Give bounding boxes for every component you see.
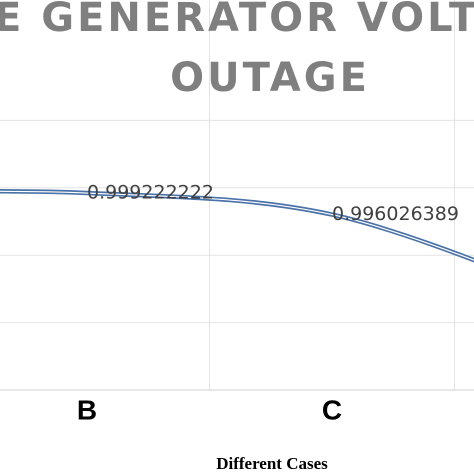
x-tick-label: C bbox=[322, 394, 342, 425]
series-line bbox=[0, 190, 474, 261]
chart-title: OUTAGE bbox=[170, 55, 370, 101]
grid bbox=[0, 0, 474, 391]
chart-title: E GENERATOR VOLT bbox=[0, 0, 474, 41]
plot: B C 0.999222222 0.996026389 bbox=[0, 182, 474, 425]
data-label: 0.999222222 bbox=[87, 182, 214, 204]
x-axis-label: Different Cases bbox=[216, 454, 328, 473]
data-label: 0.996026389 bbox=[332, 203, 459, 225]
x-tick-label: B bbox=[77, 394, 97, 425]
